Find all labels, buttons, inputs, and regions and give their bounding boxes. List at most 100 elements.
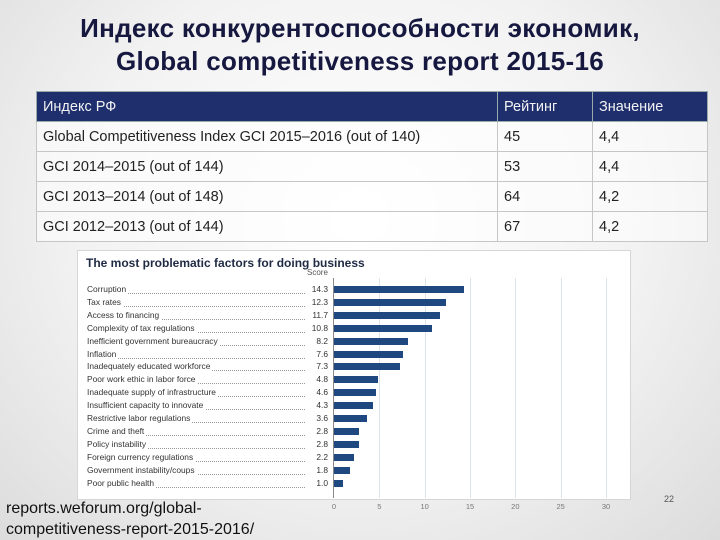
factor-label: Corruption [87, 284, 129, 294]
column-header-rank: Рейтинг [497, 91, 593, 122]
table-header-row: Индекс РФ Рейтинг Значение [36, 91, 708, 122]
score-value-label: 7.6 [306, 348, 328, 359]
russia-index-table: Индекс РФ Рейтинг Значение Global Compet… [36, 91, 708, 242]
x-gridline [515, 278, 517, 498]
table-cell-value: 4,2 [592, 181, 708, 212]
score-value-label: 3.6 [306, 413, 328, 423]
factor-bar [334, 337, 409, 345]
factor-label: Inadequately educated workforce [87, 361, 213, 372]
x-tick-label: 5 [377, 502, 382, 511]
x-gridline [424, 278, 426, 498]
factor-label: Restrictive labor regulations [87, 413, 193, 423]
score-value-label: 12.3 [306, 296, 328, 307]
dotted-leader [87, 434, 317, 436]
score-value-label: 7.3 [306, 361, 328, 372]
dotted-leader [87, 473, 317, 475]
factor-bar [334, 479, 344, 487]
factor-label: Inefficient government bureaucracy [87, 335, 220, 346]
dotted-leader [87, 293, 317, 294]
factor-bar [334, 453, 354, 461]
factor-bar [334, 350, 403, 358]
score-value-label: 11.7 [306, 309, 328, 320]
factor-label: Crime and theft [87, 425, 147, 436]
table-cell-rank: 53 [497, 151, 593, 182]
column-header-index: Индекс РФ [36, 91, 498, 122]
x-tick-label: 15 [465, 502, 475, 511]
chart-title: The most problematic factors for doing b… [86, 256, 365, 270]
score-value-label: 4.8 [306, 374, 328, 385]
dotted-leader [87, 422, 317, 423]
factor-label: Inadequate supply of infrastructure [87, 387, 218, 398]
factor-bar [334, 440, 360, 448]
factor-label: Foreign currency regulations [87, 451, 196, 462]
table-cell-rank: 64 [497, 181, 593, 212]
factor-label: Government instability/coups [87, 464, 197, 475]
x-tick-label: 20 [511, 502, 520, 511]
page-title: Индекс конкурентоспособности экономик, G… [0, 12, 720, 78]
factor-bar [334, 311, 441, 319]
factor-label: Access to financing [87, 309, 162, 320]
chart-axis-line [333, 278, 334, 498]
factor-bar [334, 389, 376, 397]
source-line-1: reports.weforum.org/global- [6, 500, 202, 517]
table-cell-index: GCI 2013–2014 (out of 148) [36, 181, 498, 212]
factor-bar [334, 286, 464, 293]
table-cell-value: 4,4 [592, 121, 708, 152]
factor-bar [334, 298, 446, 306]
factor-label: Inflation [87, 348, 119, 359]
factor-label: Poor work ethic in labor force [87, 374, 198, 385]
x-gridline [379, 278, 381, 498]
table-row: GCI 2014–2015 (out of 144) 53 4,4 [36, 151, 708, 182]
score-value-label: 8.2 [306, 335, 328, 346]
slide-number: 22 [664, 494, 675, 504]
table-cell-index: GCI 2014–2015 (out of 144) [36, 151, 498, 182]
dotted-leader [87, 305, 317, 307]
score-value-label: 2.8 [306, 438, 328, 449]
factor-label: Complexity of tax regulations [87, 322, 197, 333]
table-row: Global Competitiveness Index GCI 2015–20… [36, 121, 708, 152]
dotted-leader [87, 460, 317, 462]
score-value-label: 4.6 [306, 387, 328, 398]
table-cell-value: 4,4 [592, 151, 708, 182]
factor-bar [334, 427, 360, 435]
title-line-2: Global competitiveness report 2015-16 [116, 46, 604, 76]
factor-label: Policy instability [87, 438, 149, 449]
title-line-1: Индекс конкурентоспособности экономик, [80, 13, 640, 43]
x-tick-label: 25 [556, 502, 565, 511]
factor-bar [334, 466, 351, 474]
source-citation: reports.weforum.org/global- competitiven… [6, 498, 254, 540]
factor-label: Poor public health [87, 477, 157, 488]
factor-bar [334, 363, 401, 371]
x-tick-label: 0 [331, 502, 337, 511]
x-gridline [470, 278, 471, 498]
score-column-header: Score [307, 268, 328, 277]
score-value-label: 10.8 [306, 322, 328, 333]
score-value-label: 1.8 [306, 464, 328, 475]
dotted-leader [87, 318, 317, 320]
dotted-leader [87, 383, 317, 385]
x-tick-label: 30 [601, 502, 611, 511]
table-row: GCI 2013–2014 (out of 148) 64 4,2 [36, 181, 708, 212]
table-cell-rank: 67 [497, 211, 593, 242]
table-row: GCI 2012–2013 (out of 144) 67 4,2 [36, 211, 708, 242]
column-header-value: Значение [592, 91, 708, 122]
factor-bar [334, 415, 367, 422]
dotted-leader [87, 357, 317, 359]
factor-label: Tax rates [87, 296, 123, 307]
factor-label: Insufficient capacity to innovate [87, 400, 206, 411]
x-tick-label: 10 [420, 502, 429, 511]
table-cell-value: 4,2 [592, 211, 708, 242]
score-value-label: 4.3 [306, 400, 328, 411]
dotted-leader [87, 331, 317, 333]
dotted-leader [87, 486, 317, 488]
score-value-label: 2.2 [306, 451, 328, 462]
score-value-label: 1.0 [306, 477, 328, 488]
problematic-factors-chart: The most problematic factors for doing b… [77, 250, 631, 511]
factor-bar [334, 324, 432, 332]
score-value-label: 14.3 [306, 284, 328, 294]
table-cell-index: GCI 2012–2013 (out of 144) [36, 211, 498, 242]
score-value-label: 2.8 [306, 425, 328, 436]
table-cell-rank: 45 [497, 121, 593, 152]
dotted-leader [87, 447, 317, 449]
source-line-2: competitiveness-report-2015-2016/ [6, 521, 255, 538]
